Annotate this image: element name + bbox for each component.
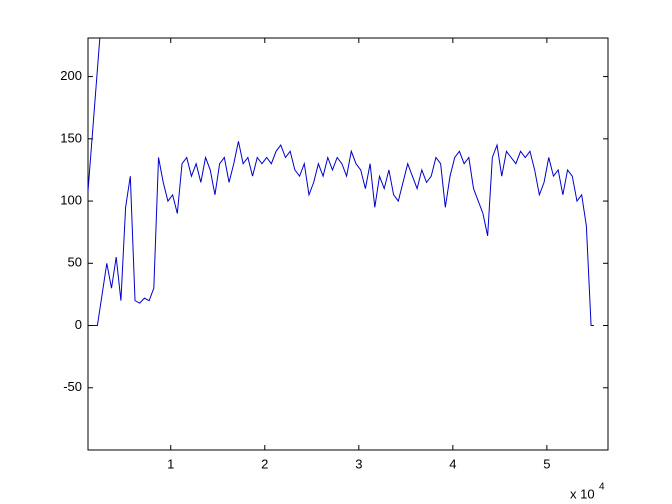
x-scale-label: x 10: [570, 486, 595, 501]
plot-frame: [87, 37, 609, 451]
data-line: [88, 38, 101, 192]
y-tick-label: -50: [63, 379, 82, 394]
x-scale-exponent: 4: [599, 482, 605, 493]
plot-area: [88, 38, 594, 327]
y-tick-label: 200: [60, 68, 82, 83]
x-tick-label: 2: [261, 456, 268, 471]
x-tick-label: 1: [167, 456, 174, 471]
y-tick-label: 150: [60, 130, 82, 145]
x-tick-label: 4: [449, 456, 456, 471]
y-tick-label: 100: [60, 192, 82, 207]
x-tick-label: 5: [543, 456, 550, 471]
data-line: [88, 141, 594, 327]
y-tick-label: 0: [75, 317, 82, 332]
x-tick-label: 3: [355, 456, 362, 471]
y-tick-label: 50: [68, 255, 82, 270]
